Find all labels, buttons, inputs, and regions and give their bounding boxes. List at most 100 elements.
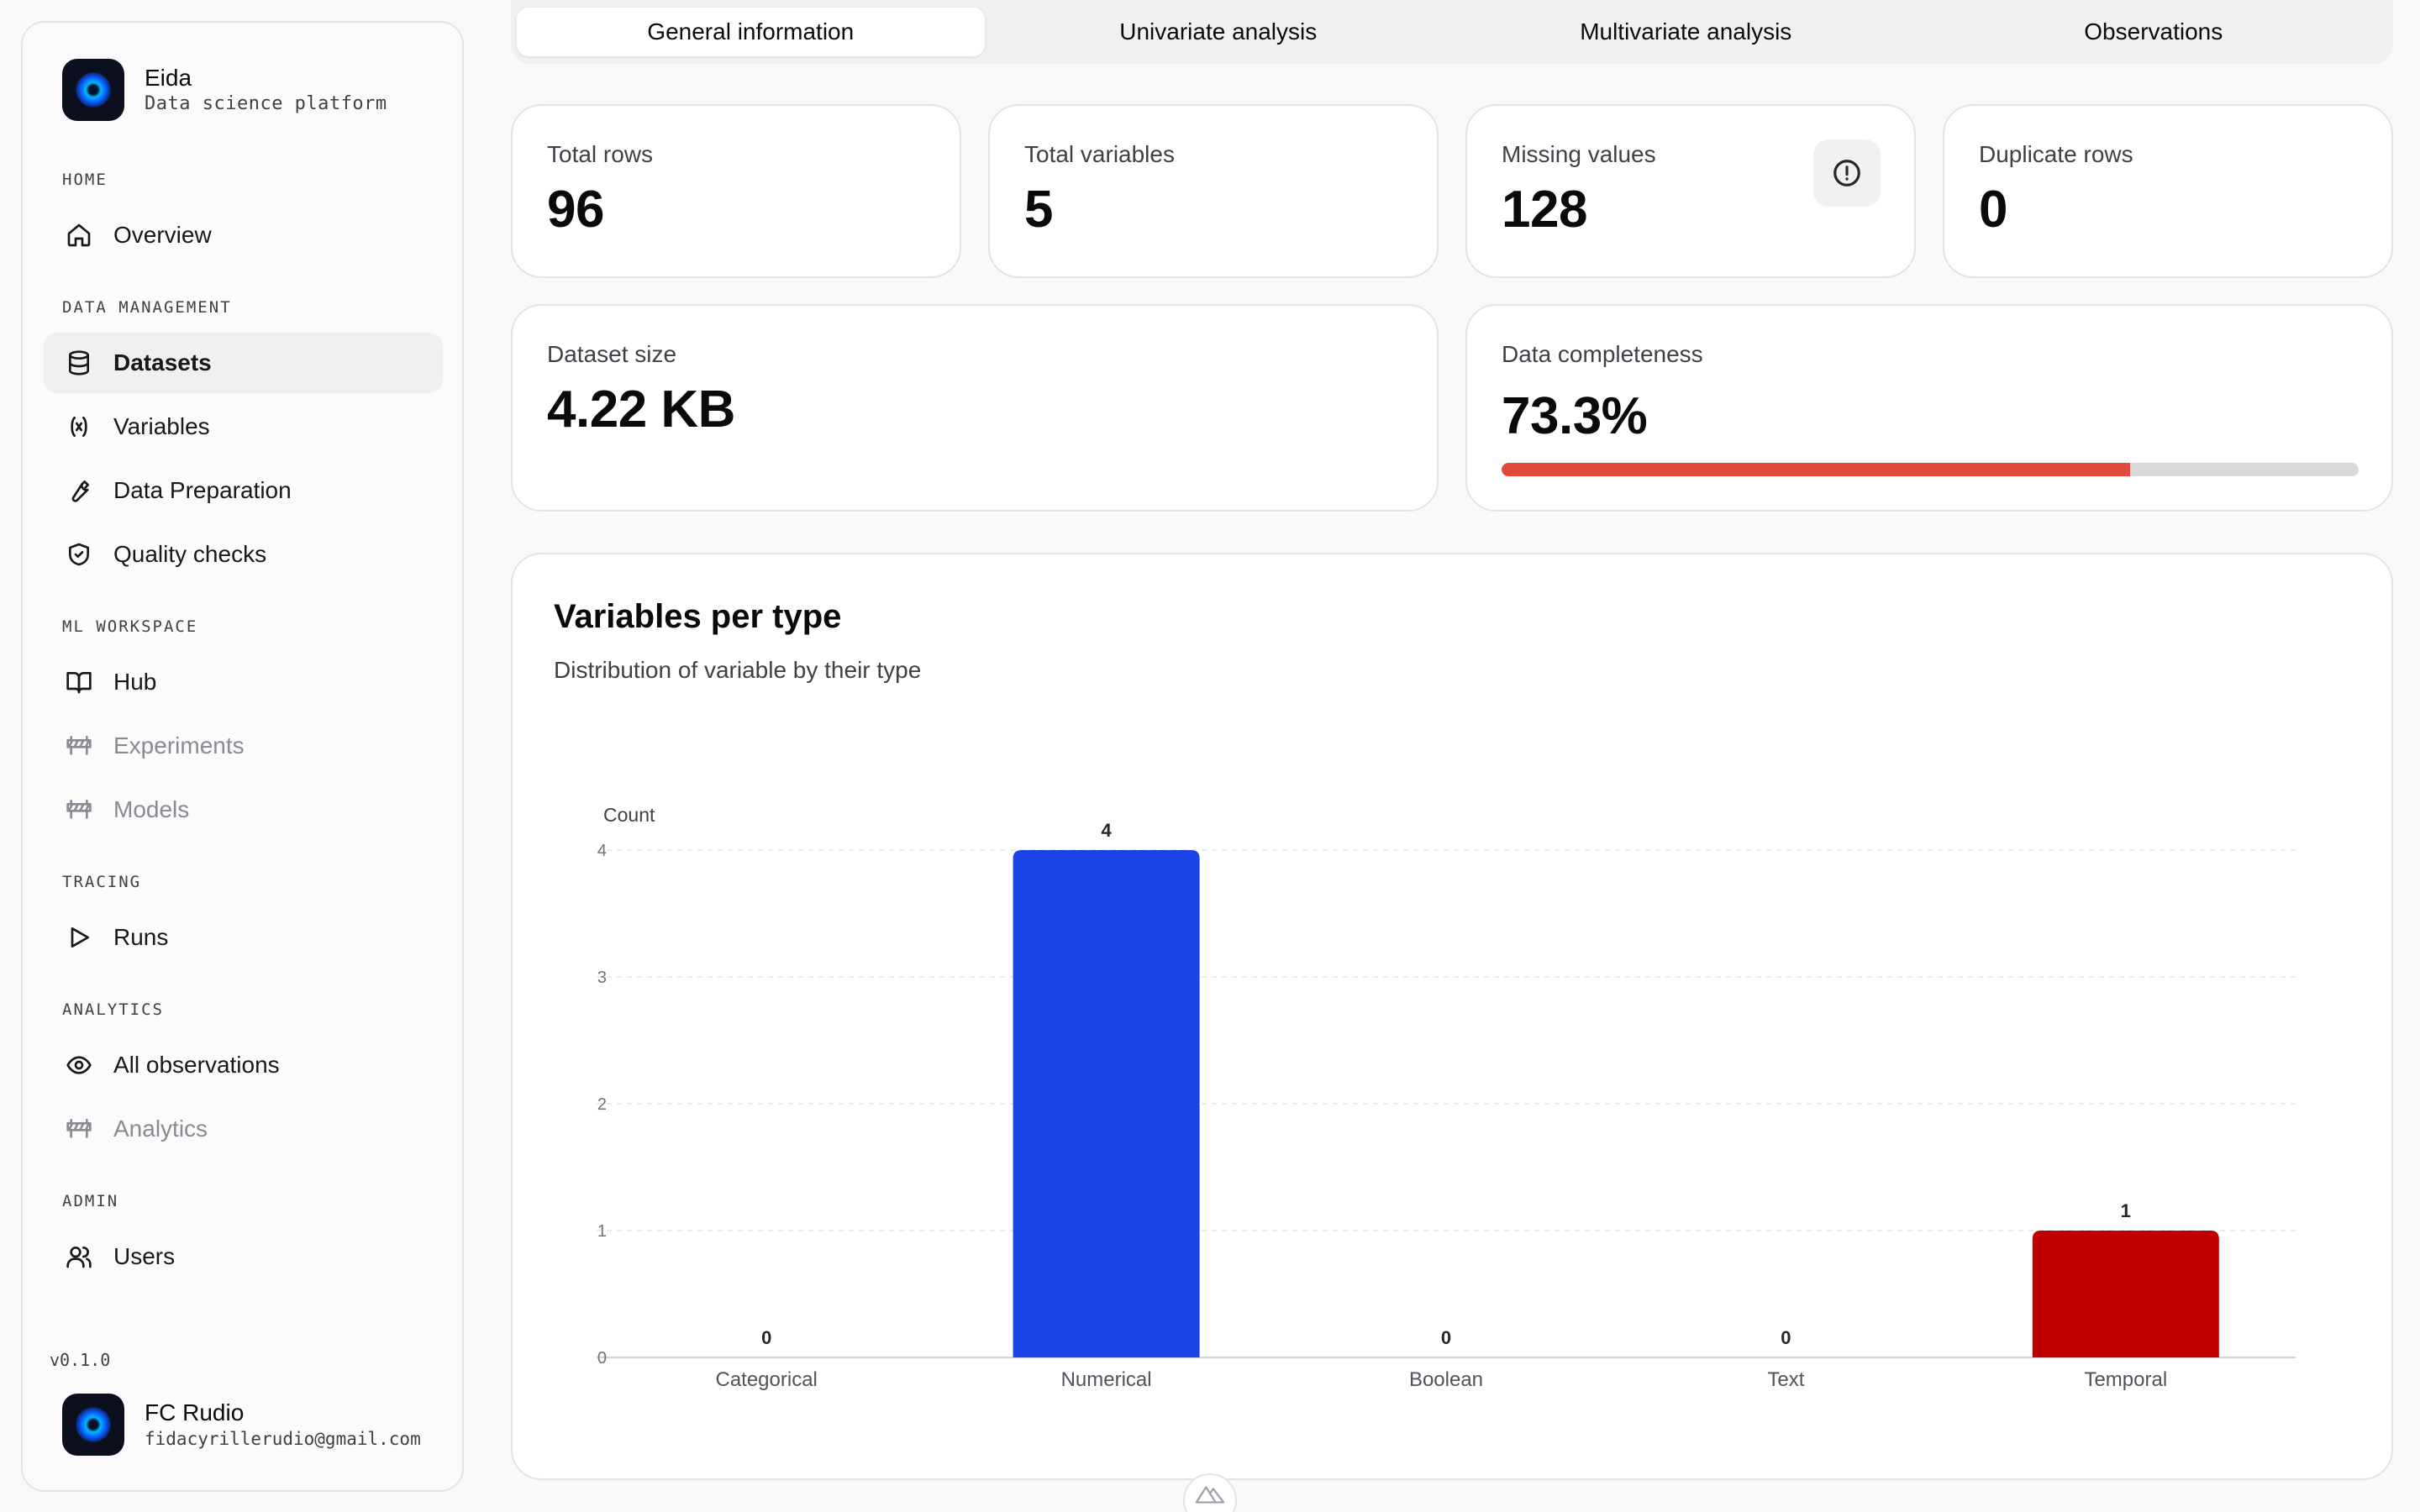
book-open-icon [65, 668, 93, 696]
alert-circle-icon [1833, 160, 1860, 186]
stat-card-dataset-size: Dataset size 4.22 KB [511, 304, 1439, 512]
tab-multivariate-analysis[interactable]: Multivariate analysis [1580, 18, 1792, 45]
stat-label: Data completeness [1502, 341, 1703, 367]
x-tick-label: Text [1767, 1368, 1804, 1391]
x-tick-label: Boolean [1409, 1368, 1483, 1391]
bar-temporal [2032, 1231, 2219, 1357]
app-name: Eida [145, 65, 192, 91]
sidebar-item-label: Variables [113, 413, 210, 439]
stat-card-missing-values: Missing values 128 [1465, 104, 1916, 278]
brand[interactable]: Eida Data science platform [62, 59, 387, 121]
tab-univariate-analysis[interactable]: Univariate analysis [1119, 18, 1318, 45]
user-profile[interactable]: FC Rudio fidacyrillerudio@gmail.com [62, 1394, 430, 1456]
app-subtitle: Data science platform [145, 93, 387, 114]
data-label: 4 [1101, 820, 1112, 841]
tab-general-information[interactable]: General information [517, 8, 985, 56]
mountain-logo-icon [1195, 1486, 1225, 1504]
stat-card-data-completeness: Data completeness 73.3% [1465, 304, 2393, 512]
x-tick-label: Numerical [1061, 1368, 1152, 1391]
section-label-data-management: DATA MANAGEMENT [62, 298, 232, 317]
stat-card-total-variables: Total variables 5 [988, 104, 1439, 278]
section-label-home: HOME [62, 171, 108, 189]
sidebar-item-datasets[interactable]: Datasets [44, 333, 443, 393]
sidebar-item-label: Hub [113, 669, 157, 695]
shield-check-icon [65, 540, 93, 569]
avatar [62, 1394, 124, 1456]
sidebar-item-hub[interactable]: Hub [44, 652, 443, 712]
y-axis-label: Count [603, 804, 655, 826]
sidebar-item-models[interactable]: Models [44, 780, 443, 840]
stat-label: Total rows [547, 141, 654, 167]
data-label: 0 [1781, 1327, 1791, 1348]
sidebar: Eida Data science platform HOME Overview… [21, 21, 464, 1492]
y-tick-label: 0 [597, 1349, 607, 1368]
home-icon [65, 221, 93, 249]
eye-icon [65, 1051, 93, 1079]
completeness-progress-fill [1502, 463, 2130, 476]
data-label: 1 [2121, 1200, 2131, 1221]
database-icon [65, 349, 93, 377]
sidebar-item-label: Experiments [113, 732, 245, 759]
construction-icon [65, 1115, 93, 1143]
stat-value: 0 [1979, 181, 2007, 239]
sidebar-item-runs[interactable]: Runs [44, 907, 443, 968]
variable-icon [65, 412, 93, 441]
sidebar-item-all-observations[interactable]: All observations [44, 1035, 443, 1095]
wrench-icon [65, 476, 93, 505]
tab-bar: General information Univariate analysis … [511, 0, 2393, 64]
section-label-ml-workspace: ML WORKSPACE [62, 617, 198, 636]
y-tick-label: 2 [597, 1095, 607, 1114]
app-logo [62, 59, 124, 121]
chart-title: Variables per type [554, 598, 842, 635]
x-tick-label: Categorical [715, 1368, 817, 1391]
sidebar-item-label: Analytics [113, 1116, 208, 1142]
users-icon [65, 1242, 93, 1271]
sidebar-item-data-preparation[interactable]: Data Preparation [44, 460, 443, 521]
data-label: 0 [1441, 1327, 1451, 1348]
user-name: FC Rudio [145, 1399, 245, 1425]
section-label-analytics: ANALYTICS [62, 1000, 164, 1019]
sidebar-item-label: Runs [113, 924, 169, 950]
sidebar-item-analytics[interactable]: Analytics [44, 1099, 443, 1159]
tab-observations[interactable]: Observations [2084, 18, 2223, 45]
sidebar-item-experiments[interactable]: Experiments [44, 716, 443, 776]
stat-label: Duplicate rows [1979, 141, 2133, 167]
sidebar-item-label: Data Preparation [113, 477, 292, 503]
nuxt-devtools-button[interactable] [1183, 1473, 1237, 1512]
sidebar-item-users[interactable]: Users [44, 1226, 443, 1287]
sidebar-item-quality-checks[interactable]: Quality checks [44, 524, 443, 585]
app-version: v0.1.0 [50, 1350, 111, 1370]
y-tick-label: 1 [597, 1222, 607, 1241]
sidebar-item-label: Quality checks [113, 541, 267, 567]
stat-value: 4.22 KB [547, 381, 735, 438]
stat-card-total-rows: Total rows 96 [511, 104, 961, 278]
sidebar-item-variables[interactable]: Variables [44, 396, 443, 457]
bar-chart: Count 0 1 2 3 4 0 Categorical 4 Numerical 0 Boolean… [597, 804, 2296, 1391]
stat-value: 128 [1502, 181, 1587, 239]
stat-label: Dataset size [547, 341, 677, 367]
section-label-tracing: TRACING [62, 873, 142, 891]
data-label: 0 [761, 1327, 771, 1348]
x-tick-label: Temporal [2084, 1368, 2167, 1391]
sidebar-item-label: Overview [113, 222, 212, 248]
sidebar-item-overview[interactable]: Overview [44, 205, 443, 265]
construction-icon [65, 795, 93, 824]
missing-values-info-button[interactable] [1813, 139, 1881, 207]
sidebar-item-label: Models [113, 796, 190, 822]
chart-card-variables-per-type: Variables per type Distribution of varia… [511, 553, 2393, 1480]
stat-value: 96 [547, 181, 604, 239]
stat-value: 5 [1024, 181, 1053, 239]
user-email: fidacyrillerudio@gmail.com [145, 1429, 421, 1449]
stat-value: 73.3% [1502, 387, 1648, 445]
completeness-progress-bar [1502, 463, 2359, 476]
sidebar-item-label: Datasets [113, 349, 212, 375]
play-icon [65, 923, 93, 952]
bar-numerical [1013, 850, 1200, 1357]
section-label-admin: ADMIN [62, 1192, 119, 1210]
chart-subtitle: Distribution of variable by their type [554, 657, 922, 683]
sidebar-item-label: Users [113, 1243, 176, 1269]
stat-card-duplicate-rows: Duplicate rows 0 [1943, 104, 2393, 278]
stat-label: Total variables [1024, 141, 1175, 167]
stat-label: Missing values [1502, 141, 1656, 167]
construction-icon [65, 732, 93, 760]
